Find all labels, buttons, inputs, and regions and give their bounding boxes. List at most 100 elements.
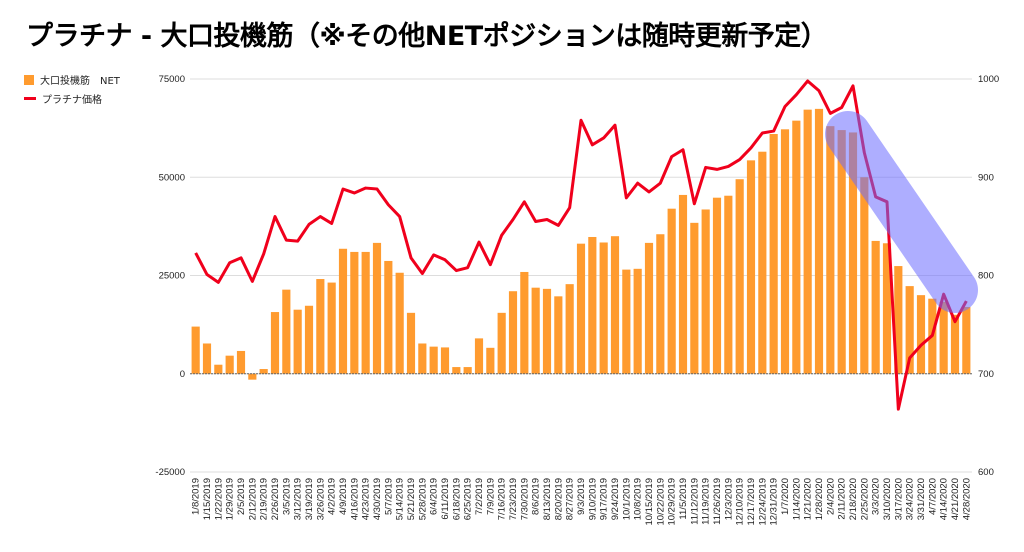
x-tick-label: 2/26/2019 — [270, 478, 281, 520]
x-tick-label: 11/5/2019 — [678, 478, 689, 520]
left-tick-label: -25000 — [155, 467, 185, 478]
bar — [327, 282, 336, 374]
legend-swatch-bar — [24, 74, 34, 85]
bar — [610, 236, 620, 374]
x-tick-label: 1/15/2019 — [202, 478, 213, 520]
bar — [916, 295, 926, 374]
x-tick-label: 5/14/2019 — [395, 478, 406, 520]
left-tick-label: 75000 — [159, 74, 185, 85]
right-tick-label: 700 — [978, 369, 994, 380]
x-tick-label: 1/29/2019 — [225, 478, 236, 520]
x-tick-label: 8/27/2019 — [565, 478, 576, 520]
bar — [429, 346, 438, 374]
x-tick-label: 1/22/2019 — [213, 478, 224, 520]
bar — [418, 343, 427, 374]
x-tick-label: 4/2/2019 — [327, 478, 338, 515]
bar — [599, 242, 608, 374]
bar — [962, 306, 971, 374]
bar — [882, 243, 892, 374]
bar — [214, 364, 223, 374]
x-tick-label: 1/7/2020 — [780, 478, 791, 515]
x-tick-label: 9/10/2019 — [587, 478, 598, 520]
bar — [554, 296, 563, 374]
bar — [905, 286, 914, 374]
x-tick-label: 2/25/2020 — [859, 478, 870, 520]
bar — [395, 272, 404, 374]
bar — [758, 151, 767, 374]
x-tick-label: 9/3/2019 — [576, 478, 587, 515]
bar — [236, 350, 246, 374]
bar — [497, 312, 506, 374]
right-tick-label: 1000 — [978, 74, 999, 85]
bar — [350, 251, 359, 374]
x-tick-label: 12/31/2019 — [769, 478, 780, 526]
x-tick-label: 2/18/2020 — [848, 478, 859, 520]
legend-swatch-line — [24, 97, 36, 100]
bar — [474, 338, 484, 374]
x-tick-label: 3/31/2020 — [916, 478, 927, 520]
bar — [293, 309, 302, 374]
bar — [633, 268, 642, 374]
bar — [452, 367, 461, 374]
x-tick-label: 7/23/2019 — [508, 478, 519, 520]
x-tick-label: 3/10/2020 — [882, 478, 893, 520]
x-tick-label: 4/16/2019 — [349, 478, 360, 520]
x-tick-label: 6/11/2019 — [440, 478, 451, 520]
x-tick-label: 2/12/2019 — [247, 478, 258, 520]
legend-item-net: 大口投機筋 NET — [24, 72, 120, 87]
bar — [588, 236, 597, 374]
bar — [316, 279, 325, 374]
x-tick-label: 10/1/2019 — [621, 478, 632, 520]
bar — [690, 222, 699, 374]
bar — [814, 108, 824, 374]
x-tick-label: 2/11/2020 — [837, 478, 848, 520]
x-tick-label: 10/22/2019 — [655, 478, 666, 526]
bar — [508, 291, 518, 374]
x-tick-label: 7/16/2019 — [497, 478, 508, 520]
bar — [667, 208, 676, 374]
right-tick-label: 600 — [978, 467, 994, 478]
x-tick-label: 2/4/2020 — [825, 478, 836, 515]
x-tick-label: 11/26/2019 — [712, 478, 723, 525]
x-tick-label: 4/9/2019 — [338, 478, 349, 515]
bar — [678, 194, 688, 374]
x-tick-label: 11/19/2019 — [701, 478, 712, 525]
bar — [780, 129, 790, 374]
x-tick-label: 4/30/2019 — [372, 478, 383, 520]
left-tick-label: 50000 — [159, 172, 185, 183]
x-tick-label: 12/3/2019 — [723, 478, 734, 520]
bar — [565, 284, 574, 374]
bar — [712, 197, 722, 374]
bar — [248, 373, 257, 380]
chart-title: プラチナ - 大口投機筋（※その他NETポジションは随時更新予定） — [26, 21, 828, 52]
bar — [191, 326, 200, 374]
x-tick-label: 8/13/2019 — [542, 478, 553, 520]
x-tick-label: 7/9/2019 — [485, 478, 496, 515]
bar — [803, 109, 812, 374]
bar — [701, 209, 710, 374]
bar — [463, 367, 472, 374]
bar — [304, 305, 314, 374]
bar — [860, 177, 869, 374]
bar — [622, 269, 631, 374]
highlight-annotation — [825, 111, 978, 313]
x-tick-label: 3/24/2020 — [905, 478, 916, 520]
x-tick-label: 4/14/2020 — [939, 478, 950, 520]
x-tick-label: 1/8/2019 — [191, 478, 202, 515]
x-tick-label: 12/24/2019 — [757, 478, 768, 526]
x-tick-label: 3/17/2020 — [893, 478, 904, 520]
bar — [826, 126, 835, 374]
x-tick-label: 1/21/2020 — [803, 478, 814, 520]
bar — [576, 243, 586, 374]
bar — [644, 242, 654, 374]
x-tick-label: 3/3/2020 — [871, 478, 882, 515]
x-tick-label: 6/18/2019 — [451, 478, 462, 520]
bar — [406, 312, 416, 374]
bar — [871, 240, 880, 374]
bar — [372, 242, 382, 374]
legend-label-net: 大口投機筋 NET — [40, 76, 120, 87]
right-tick-label: 800 — [978, 271, 994, 282]
x-tick-label: 1/14/2020 — [791, 478, 802, 520]
bar — [950, 314, 960, 374]
